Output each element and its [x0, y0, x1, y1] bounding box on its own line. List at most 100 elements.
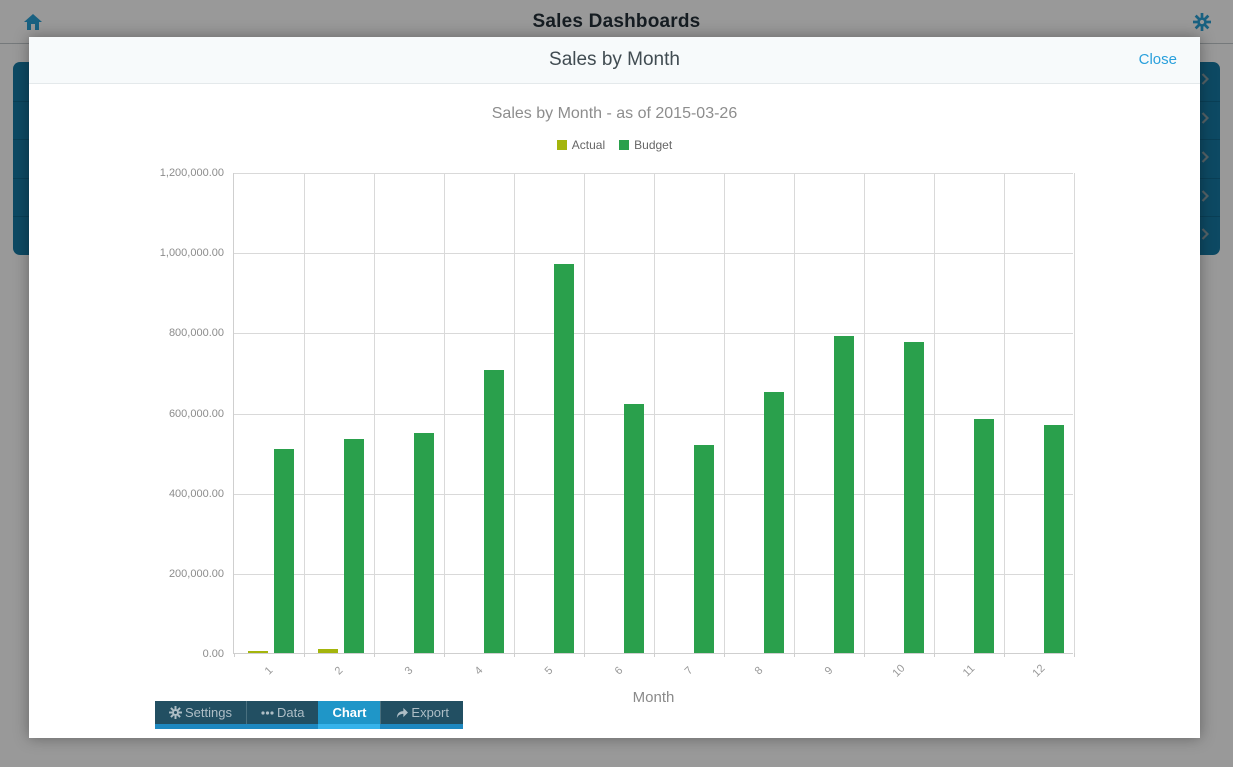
- settings-button[interactable]: [1189, 9, 1215, 35]
- app-title: Sales Dashboards: [532, 10, 701, 32]
- y-axis-tick-label: 400,000.00: [168, 487, 224, 500]
- budget-bar-5: [554, 264, 574, 653]
- budget-bar-4: [484, 370, 504, 653]
- tab-export[interactable]: Export: [380, 701, 463, 729]
- actual-bar-1: [248, 650, 268, 653]
- gridline-vertical: [304, 173, 305, 653]
- legend-item-budget[interactable]: Budget: [619, 138, 672, 152]
- x-axis-tick: [304, 653, 305, 657]
- gridline-vertical: [864, 173, 865, 653]
- budget-bar-3: [414, 432, 434, 653]
- tab-label: Data: [276, 705, 305, 720]
- gridline-vertical: [724, 173, 725, 653]
- x-axis-label: 1: [262, 664, 276, 678]
- gridline-vertical: [444, 173, 445, 653]
- x-axis-label: 12: [1030, 662, 1048, 680]
- y-axis-tick-label: 200,000.00: [168, 567, 224, 580]
- modal-tab-bar: Settings Data Chart: [155, 701, 463, 729]
- gridline-vertical: [654, 173, 655, 653]
- gridline-horizontal: [234, 573, 1073, 575]
- modal-header: Sales by Month Close: [29, 37, 1200, 84]
- chevron-right-icon: [1201, 72, 1210, 90]
- chevron-right-icon: [1201, 227, 1210, 245]
- legend-label-budget: Budget: [634, 138, 673, 152]
- actual-swatch: [556, 140, 567, 150]
- x-axis-tick: [514, 653, 515, 657]
- y-axis-tick-label: 1,000,000.00: [159, 247, 224, 260]
- budget-bar-6: [624, 404, 644, 653]
- chart-legend: Actual Budget: [29, 138, 1200, 152]
- tab-label: Chart: [332, 705, 367, 720]
- gear-icon: [169, 706, 182, 719]
- chart-plot-area: Month 0.00 200,000.00 400,000.00 600,000.00…: [160, 167, 1075, 706]
- budget-bar-12: [1044, 424, 1064, 653]
- x-axis-label: 5: [542, 664, 556, 678]
- chevron-right-icon: [1201, 111, 1210, 129]
- gridline-horizontal: [234, 253, 1073, 255]
- home-button[interactable]: [20, 9, 46, 35]
- tab-label: Export: [411, 705, 449, 720]
- chevron-right-icon: [1201, 150, 1210, 168]
- gridline-horizontal: [234, 173, 1073, 174]
- chart-title: Sales by Month - as of 2015-03-26: [491, 105, 738, 122]
- legend-item-actual[interactable]: Actual: [556, 138, 606, 152]
- x-axis-tick: [374, 653, 375, 657]
- x-axis-label: 4: [472, 664, 486, 678]
- x-axis-label: 6: [612, 664, 626, 678]
- ellipsis-icon: [261, 710, 274, 716]
- x-axis-tick: [234, 653, 235, 657]
- gridline-horizontal: [234, 493, 1073, 495]
- gridline-vertical: [934, 173, 935, 653]
- x-axis-label: 11: [960, 662, 978, 680]
- x-axis-label: 7: [682, 664, 696, 678]
- x-axis-label: 8: [752, 664, 766, 678]
- y-axis-tick-label: 800,000.00: [168, 327, 224, 340]
- y-axis-tick-label: 600,000.00: [168, 407, 224, 420]
- y-axis-tick-label: 0.00: [202, 648, 224, 660]
- x-axis-title: Month: [632, 689, 675, 706]
- gear-icon: [1193, 13, 1211, 31]
- gridline-vertical: [1074, 173, 1075, 653]
- budget-bar-2: [344, 438, 364, 653]
- x-axis-tick: [864, 653, 865, 657]
- x-axis-tick: [1004, 653, 1005, 657]
- actual-bar-2: [318, 649, 338, 653]
- x-axis-label: 9: [822, 664, 836, 678]
- tab-label: Settings: [185, 705, 232, 720]
- budget-bar-1: [274, 448, 294, 653]
- budget-swatch: [619, 140, 630, 150]
- x-axis-tick: [1074, 653, 1075, 657]
- sales-by-month-modal: Sales by Month Close Sales by Month - as…: [29, 37, 1200, 738]
- budget-bar-7: [694, 444, 714, 653]
- gridline-vertical: [514, 173, 515, 653]
- y-axis-tick-label: 1,200,000.00: [159, 167, 224, 179]
- tab-data[interactable]: Data: [245, 701, 319, 729]
- x-axis-label: 2: [332, 664, 346, 678]
- top-app-bar: Sales Dashboards: [0, 0, 1233, 44]
- gridline-vertical: [1004, 173, 1005, 653]
- budget-bar-11: [974, 418, 994, 653]
- x-axis-tick: [444, 653, 445, 657]
- home-icon: [24, 14, 42, 30]
- gridline-horizontal: [234, 413, 1073, 415]
- x-axis-tick: [654, 653, 655, 657]
- x-axis-label: 10: [890, 662, 908, 680]
- gridline-vertical: [794, 173, 795, 653]
- tab-settings[interactable]: Settings: [155, 701, 246, 729]
- gridline-vertical: [584, 173, 585, 653]
- tab-chart[interactable]: Chart: [318, 701, 381, 729]
- legend-label-actual: Actual: [571, 138, 606, 152]
- x-axis-tick: [724, 653, 725, 657]
- gridline-horizontal: [234, 333, 1073, 335]
- x-axis-tick: [584, 653, 585, 657]
- budget-bar-10: [904, 342, 924, 653]
- export-arrow-icon: [395, 707, 409, 719]
- budget-bar-8: [764, 392, 784, 653]
- modal-title: Sales by Month: [549, 49, 680, 70]
- gridline-vertical: [374, 173, 375, 653]
- close-button[interactable]: Close: [1138, 51, 1177, 68]
- x-axis-tick: [934, 653, 935, 657]
- x-axis-tick: [794, 653, 795, 657]
- budget-bar-9: [834, 336, 854, 653]
- chevron-right-icon: [1201, 189, 1210, 207]
